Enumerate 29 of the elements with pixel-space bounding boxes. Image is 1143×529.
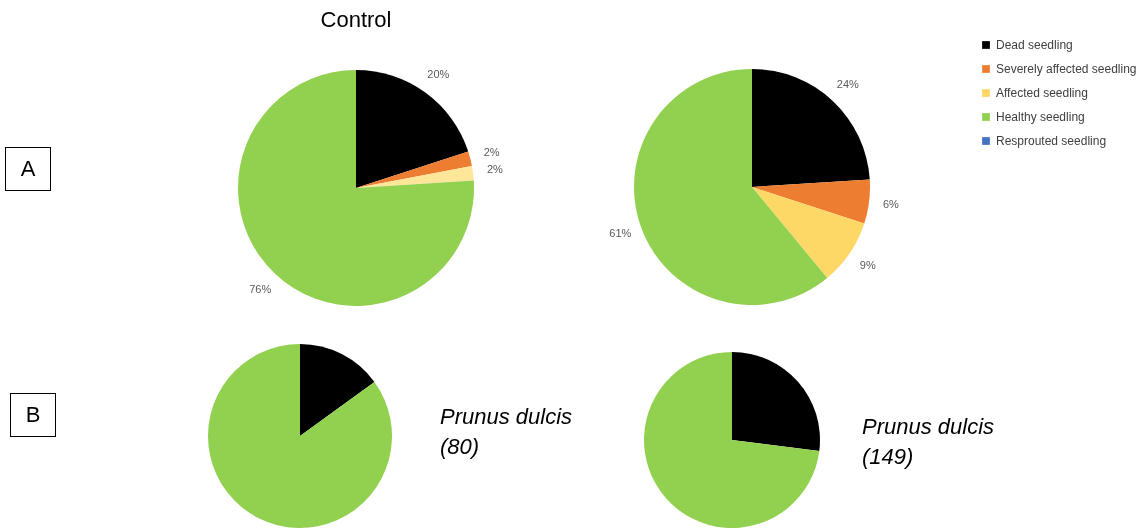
pie-slice xyxy=(644,352,820,528)
legend-label: Healthy seedling xyxy=(996,110,1085,124)
data-label: 61% xyxy=(609,227,632,240)
data-label: 24% xyxy=(836,77,860,90)
data-label: 20% xyxy=(427,67,450,80)
pie-slice xyxy=(634,69,828,305)
pie-slice xyxy=(356,165,474,188)
text: B xyxy=(10,393,56,437)
pie-slice xyxy=(300,344,375,436)
pie-slice xyxy=(356,70,469,188)
data-label: 2% xyxy=(483,146,500,159)
pie-slice xyxy=(238,70,474,306)
legend-label: Severely affected seedling xyxy=(996,62,1137,76)
legend-label: Affected seedling xyxy=(996,86,1088,100)
pie-slice xyxy=(356,151,472,188)
data-label: 76% xyxy=(249,283,272,296)
text: Prunus dulcis (149) xyxy=(862,413,996,471)
chart-title: Control xyxy=(320,7,392,32)
legend-label: Resprouted seedling xyxy=(996,134,1107,148)
pie-slice xyxy=(752,69,870,187)
data-label: 9% xyxy=(859,258,876,271)
pie-slice xyxy=(208,344,392,528)
data-label: 6% xyxy=(882,197,900,210)
text: Prunus dulcis (80) xyxy=(440,403,574,461)
pie-slice xyxy=(732,352,820,452)
pie-slice xyxy=(752,179,870,224)
legend-label: Dead seedling xyxy=(996,38,1073,52)
text: A xyxy=(5,147,51,191)
data-label: 2% xyxy=(486,163,504,176)
